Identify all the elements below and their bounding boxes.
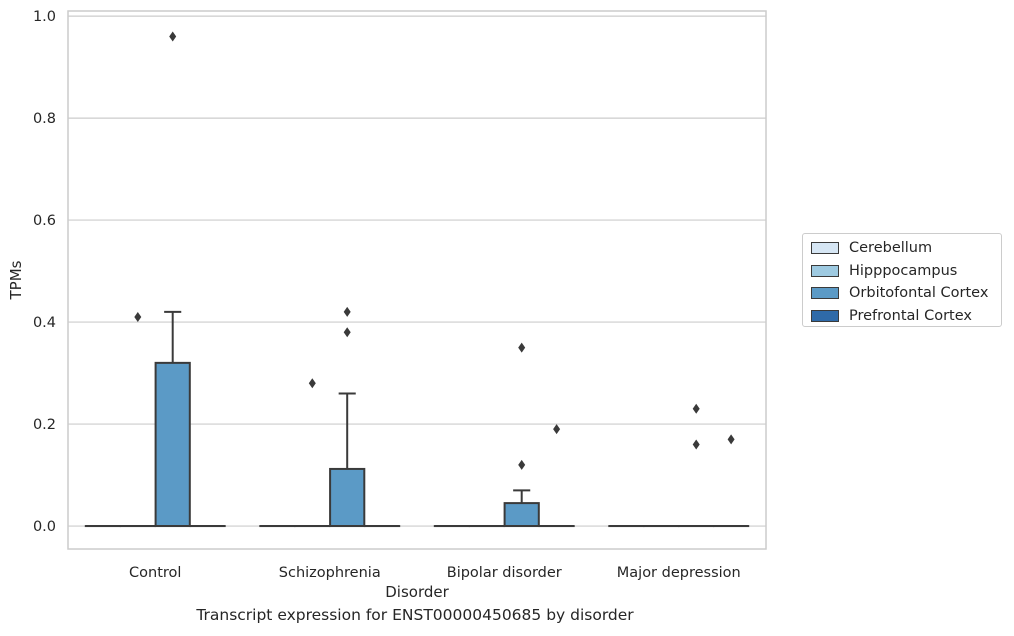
outlier-point [308, 378, 316, 389]
legend-label: Cerebellum [849, 240, 933, 257]
plot-area-frame [67, 10, 767, 550]
outlier-point [692, 403, 700, 414]
legend-swatch [811, 309, 839, 322]
legend-item: Prefrontal Cortex [811, 305, 1001, 328]
x-tick-label: Schizophrenia [279, 565, 381, 581]
box-prefrontal-cortex [712, 434, 750, 528]
y-axis-ticks: 0.0 0.2 0.4 0.6 0.8 1.0 [33, 9, 56, 535]
box [503, 502, 540, 528]
box-series [84, 31, 750, 528]
x-tick-label: Control [129, 565, 181, 581]
box-orbitofontal-cortex [154, 31, 191, 528]
box-prefrontal-cortex [538, 424, 575, 528]
y-tick-label: 0.6 [33, 213, 56, 229]
y-tick-label: 0.0 [33, 519, 56, 535]
legend-label: Prefrontal Cortex [849, 307, 972, 324]
outlier-point [518, 459, 526, 470]
outlier-point [169, 31, 177, 42]
outlier-point [727, 434, 735, 445]
y-tick-label: 0.2 [33, 417, 56, 433]
outlier-point [134, 311, 142, 322]
y-axis-label: TPMs [7, 260, 25, 300]
box [329, 467, 366, 528]
box-orbitofontal-cortex [678, 403, 715, 528]
legend-item: Cerebellum [811, 237, 1001, 260]
legend-swatch [811, 287, 839, 300]
y-tick-label: 0.4 [33, 315, 56, 331]
y-tick-label: 1.0 [33, 9, 56, 25]
chart-caption: Transcript expression for ENST0000045068… [196, 606, 634, 624]
legend-label: Hipppocampus [849, 262, 958, 279]
legend-swatch [811, 264, 839, 277]
y-tick-label: 0.8 [33, 111, 56, 127]
x-tick-label: Bipolar disorder [447, 565, 562, 581]
legend-item: Orbitofontal Cortex [811, 282, 1001, 305]
box-orbitofontal-cortex [329, 306, 366, 528]
outlier-point [518, 342, 526, 353]
outlier-point [692, 439, 700, 450]
x-axis-label: Disorder [385, 583, 449, 601]
legend: Cerebellum Hipppocampus Orbitofontal Corte… [802, 233, 1002, 327]
outlier-point [343, 306, 351, 317]
box-orbitofontal-cortex [503, 342, 540, 528]
box-hipppocampus [294, 378, 331, 528]
legend-swatch [811, 242, 839, 255]
x-tick-label: Major depression [617, 565, 741, 581]
x-axis-ticks: Control Schizophrenia Bipolar disorder Majo… [129, 565, 741, 581]
legend-label: Orbitofontal Cortex [849, 285, 989, 302]
box [154, 361, 191, 528]
box-hipppocampus [119, 311, 156, 528]
legend-item: Hipppocampus [811, 260, 1001, 283]
outlier-point [343, 327, 351, 338]
outlier-point [553, 424, 561, 435]
